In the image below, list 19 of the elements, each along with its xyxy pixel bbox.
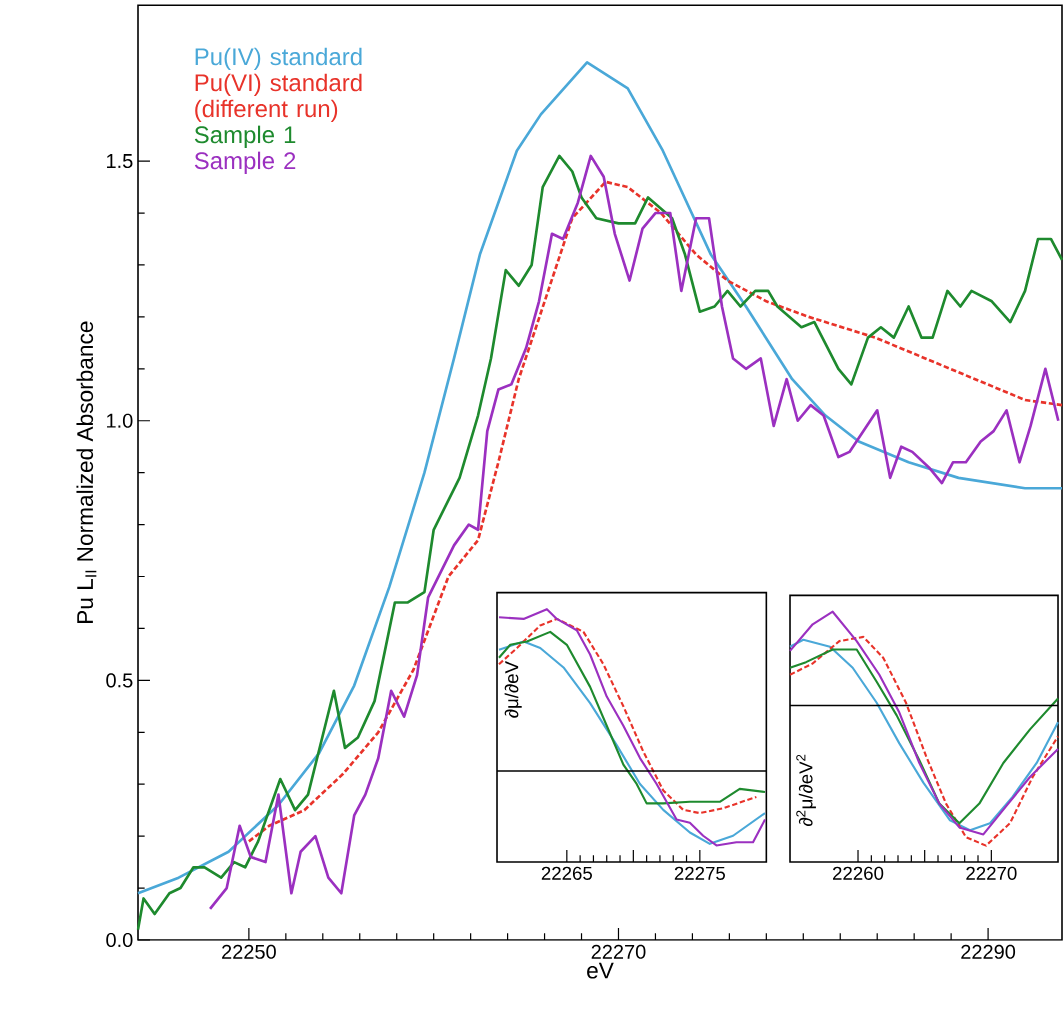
x-tick-label: 22275 [674, 866, 725, 880]
y-tick-label: 1.5 [107, 154, 133, 169]
x-tick-label: 22265 [541, 866, 592, 880]
x-tick-label: 22290 [961, 944, 1016, 959]
text: Sample 1 [194, 125, 296, 149]
x-tick-label: 22270 [966, 866, 1017, 880]
y-axis-title: ∂μ/∂eV [504, 661, 522, 718]
x-tick-label: 22250 [222, 944, 276, 959]
y-tick-label: 0.5 [106, 673, 133, 688]
text: Sample 2 [194, 151, 296, 175]
x-tick-label: 22270 [591, 944, 646, 959]
y-axis-title: Pu L$_{II}$ Normalized Absorbance [76, 321, 97, 623]
y-tick-label: 1.0 [107, 413, 133, 428]
y-tick-label: 0.0 [106, 932, 133, 948]
text: Pu(IV) standard [195, 47, 362, 71]
x-tick-label: 22260 [833, 866, 884, 880]
text: Pu(VI) standard (different run) [195, 73, 362, 123]
y-axis-title: ∂$^{2}$μ/∂eV$^{2}$ [796, 754, 816, 827]
x-axis-title: eV [587, 962, 614, 979]
